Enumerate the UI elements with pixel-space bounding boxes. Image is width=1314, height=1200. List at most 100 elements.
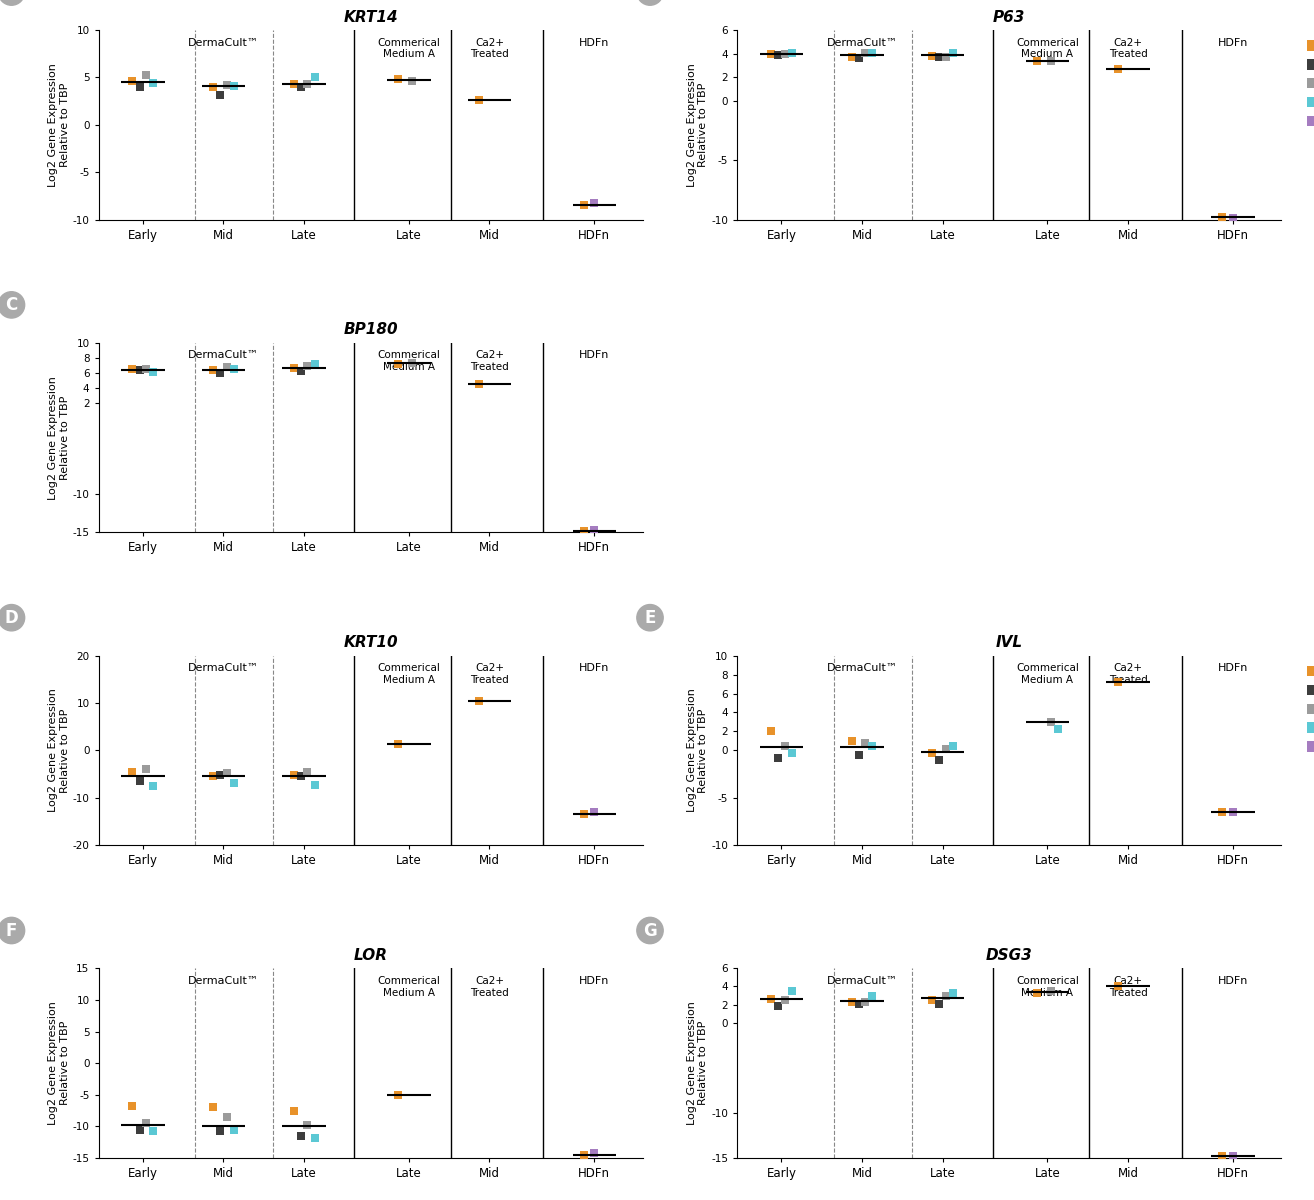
Point (583, 193, 604, 212)
Point (297, 762, 318, 781)
Text: Commerical
Medium A: Commerical Medium A (377, 350, 440, 372)
Text: Commerical
Medium A: Commerical Medium A (377, 976, 440, 997)
Text: D: D (5, 608, 18, 626)
Text: DermaCult™: DermaCult™ (827, 37, 897, 48)
Title: BP180: BP180 (343, 323, 398, 337)
Point (1041, 713, 1062, 732)
Point (862, 736, 883, 755)
Text: HDFn: HDFn (579, 976, 610, 986)
Point (210, 1122, 231, 1141)
Y-axis label: Log2 Gene Expression
Relative to TBP: Log2 Gene Expression Relative to TBP (687, 62, 708, 187)
Point (217, 1108, 238, 1127)
Y-axis label: Log2 Gene Expression
Relative to TBP: Log2 Gene Expression Relative to TBP (687, 1001, 708, 1126)
Point (761, 722, 782, 742)
Point (1041, 52, 1062, 71)
Point (135, 66, 156, 85)
Point (1041, 982, 1062, 1001)
Point (1026, 983, 1047, 1002)
Text: DermaCult™: DermaCult™ (188, 664, 259, 673)
Title: KRT10: KRT10 (343, 635, 398, 650)
Point (921, 47, 942, 66)
Title: LOR: LOR (353, 948, 388, 964)
Point (122, 72, 143, 91)
Point (761, 990, 782, 1009)
Text: Ca2+
Treated: Ca2+ Treated (1109, 37, 1147, 59)
Text: DermaCult™: DermaCult™ (827, 664, 897, 673)
Point (1222, 803, 1243, 822)
Point (304, 775, 325, 794)
Point (774, 736, 795, 755)
Point (782, 982, 803, 1001)
Legend: HEKn1, HEKn2, HEKa1, HEKa2, HDFn: HEKn1, HEKn2, HEKa1, HEKa2, HDFn (1303, 36, 1314, 132)
Point (223, 360, 244, 379)
Text: Commerical
Medium A: Commerical Medium A (377, 37, 440, 59)
Point (135, 760, 156, 779)
Text: Commerical
Medium A: Commerical Medium A (377, 664, 440, 685)
Point (223, 773, 244, 792)
Point (767, 749, 788, 768)
Point (862, 43, 883, 62)
Point (290, 1127, 311, 1146)
Point (388, 734, 409, 754)
Point (862, 986, 883, 1006)
Title: DSG3: DSG3 (986, 948, 1033, 964)
Point (936, 47, 957, 66)
Point (1106, 672, 1127, 691)
Point (774, 990, 795, 1009)
Point (573, 1145, 594, 1164)
Point (469, 374, 490, 394)
Point (304, 354, 325, 373)
Point (129, 361, 150, 380)
Point (217, 76, 238, 95)
Y-axis label: Log2 Gene Expression
Relative to TBP: Log2 Gene Expression Relative to TBP (49, 689, 70, 812)
Text: E: E (644, 608, 656, 626)
Text: Commerical
Medium A: Commerical Medium A (1016, 664, 1079, 685)
Point (936, 739, 957, 758)
Text: HDFn: HDFn (1218, 37, 1248, 48)
Point (849, 745, 870, 764)
Point (388, 1085, 409, 1104)
Point (143, 1122, 164, 1141)
Point (573, 805, 594, 824)
Text: G: G (643, 922, 657, 940)
Text: Ca2+
Treated: Ca2+ Treated (470, 350, 509, 372)
Text: HDFn: HDFn (1218, 976, 1248, 986)
Title: P63: P63 (993, 10, 1025, 25)
Point (297, 74, 318, 94)
Point (290, 767, 311, 786)
Y-axis label: Log2 Gene Expression
Relative to TBP: Log2 Gene Expression Relative to TBP (687, 689, 708, 812)
Legend: HEKn1, HEKn2, HEKa1, HEKa2, HDFn: HEKn1, HEKn2, HEKa1, HEKa2, HDFn (1303, 661, 1314, 757)
Text: Ca2+
Treated: Ca2+ Treated (1109, 976, 1147, 997)
Text: DermaCult™: DermaCult™ (188, 37, 259, 48)
Point (388, 354, 409, 373)
Point (223, 1120, 244, 1139)
Point (122, 360, 143, 379)
Text: Ca2+
Treated: Ca2+ Treated (470, 976, 509, 997)
Point (1212, 1146, 1233, 1165)
Point (283, 766, 304, 785)
Point (1222, 1146, 1243, 1165)
Point (304, 67, 325, 86)
Point (583, 520, 604, 539)
Point (217, 358, 238, 377)
Point (202, 360, 223, 379)
Point (402, 71, 423, 90)
Point (942, 736, 963, 755)
Point (210, 86, 231, 106)
Text: DermaCult™: DermaCult™ (827, 976, 897, 986)
Y-axis label: Log2 Gene Expression
Relative to TBP: Log2 Gene Expression Relative to TBP (49, 1001, 70, 1126)
Point (122, 1097, 143, 1116)
Point (583, 1144, 604, 1163)
Point (202, 1098, 223, 1117)
Title: KRT14: KRT14 (343, 10, 398, 25)
Point (290, 361, 311, 380)
Point (1026, 52, 1047, 71)
Point (388, 70, 409, 89)
Point (223, 77, 244, 96)
Text: Ca2+
Treated: Ca2+ Treated (470, 37, 509, 59)
Point (929, 750, 950, 769)
Text: HDFn: HDFn (1218, 664, 1248, 673)
Point (283, 359, 304, 378)
Point (143, 73, 164, 92)
Text: F: F (5, 922, 17, 940)
